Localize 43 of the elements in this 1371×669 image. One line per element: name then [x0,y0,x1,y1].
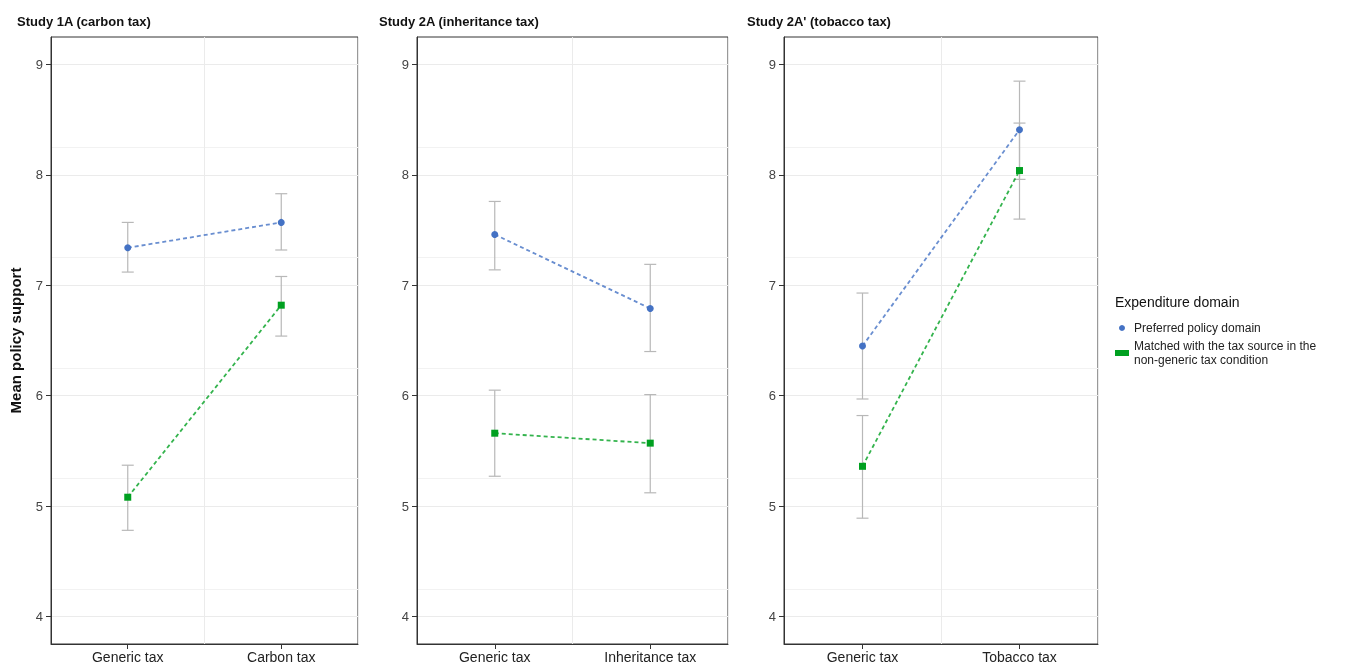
y-tick-label: 7 [35,277,43,293]
x-tick-label: Generic tax [91,649,164,665]
chart-title: Study 2A (inheritance tax) [379,14,539,29]
x-tick-label: Generic tax [826,649,899,665]
y-tick-label: 8 [35,167,43,183]
point [124,493,132,501]
x-tick-label: Inheritance tax [604,649,697,665]
point [491,429,499,437]
y-tick-label: 4 [401,608,409,624]
y-tick-label: 8 [401,167,409,183]
y-tick-label: 9 [401,57,409,73]
point [124,244,132,252]
y-axis-title: Mean policy support [7,267,24,414]
y-tick-label: 5 [401,498,409,514]
point [1016,167,1023,175]
point [277,218,285,226]
y-tick-label: 5 [35,498,43,514]
y-tick-label: 4 [768,608,776,624]
y-tick-label: 6 [768,388,776,404]
y-tick-label: 7 [768,277,776,293]
point [1016,126,1023,134]
y-tick-label: 6 [401,388,409,404]
point [859,462,866,470]
y-tick-label: 9 [35,57,43,73]
chart-title: Study 2A' (tobacco tax) [747,14,891,29]
y-tick-label: 4 [35,608,43,624]
y-tick-label: 5 [768,498,776,514]
y-tick-label: 7 [401,277,409,293]
x-tick-label: Carbon tax [247,649,316,665]
legend-label: Preferred policy domain [1134,321,1261,335]
y-tick-label: 8 [768,167,776,183]
point [859,342,866,350]
point [491,231,499,239]
chart-title: Study 1A (carbon tax) [17,14,151,29]
legend-label: Matched with the tax source in the non-generic tax condition [1134,339,1320,367]
point [277,301,285,309]
point [646,305,654,312]
y-tick-label: 9 [768,57,776,73]
x-tick-label: Generic tax [458,649,531,665]
point [646,439,654,447]
y-tick-label: 6 [35,388,43,404]
legend-title: Expenditure domain [1115,294,1240,310]
x-tick-label: Tobacco tax [982,649,1057,665]
